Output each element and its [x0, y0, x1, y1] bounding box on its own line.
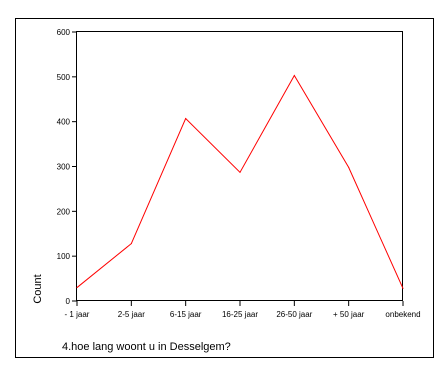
data-point: [130, 243, 132, 245]
x-tick-label: 2-5 jaar: [118, 310, 145, 319]
outer-frame: [15, 18, 434, 358]
x-axis-title: 4.hoe lang woont u in Desselgem?: [62, 341, 231, 353]
x-tick-label: 6-15 jaar: [170, 310, 202, 319]
y-tick-label: 400: [57, 118, 71, 127]
series-layer: [76, 74, 404, 289]
data-point: [293, 74, 295, 76]
y-tick-label: 600: [57, 28, 71, 37]
data-point: [402, 287, 404, 289]
y-tick-label: 300: [57, 163, 71, 172]
data-point: [76, 287, 78, 289]
x-tick-label: - 1 jaar: [65, 310, 90, 319]
data-point: [239, 171, 241, 173]
x-tick-label: 26-50 jaar: [276, 310, 312, 319]
y-tick-label: 100: [57, 252, 71, 261]
data-point: [185, 118, 187, 120]
x-tick-label: 16-25 jaar: [222, 310, 258, 319]
y-axis-ticks: 0 100 200 300 400 500 600: [57, 28, 77, 306]
y-tick-label: 0: [66, 297, 71, 306]
x-tick-label: onbekend: [385, 310, 420, 319]
y-tick-label: 200: [57, 207, 71, 216]
x-tick-label: + 50 jaar: [333, 310, 365, 319]
y-tick-label: 500: [57, 73, 71, 82]
data-point: [348, 166, 350, 168]
x-axis-ticks: - 1 jaar 2-5 jaar 6-15 jaar 16-25 jaar 26-50…: [65, 301, 421, 319]
y-axis-title: Count: [32, 274, 44, 303]
